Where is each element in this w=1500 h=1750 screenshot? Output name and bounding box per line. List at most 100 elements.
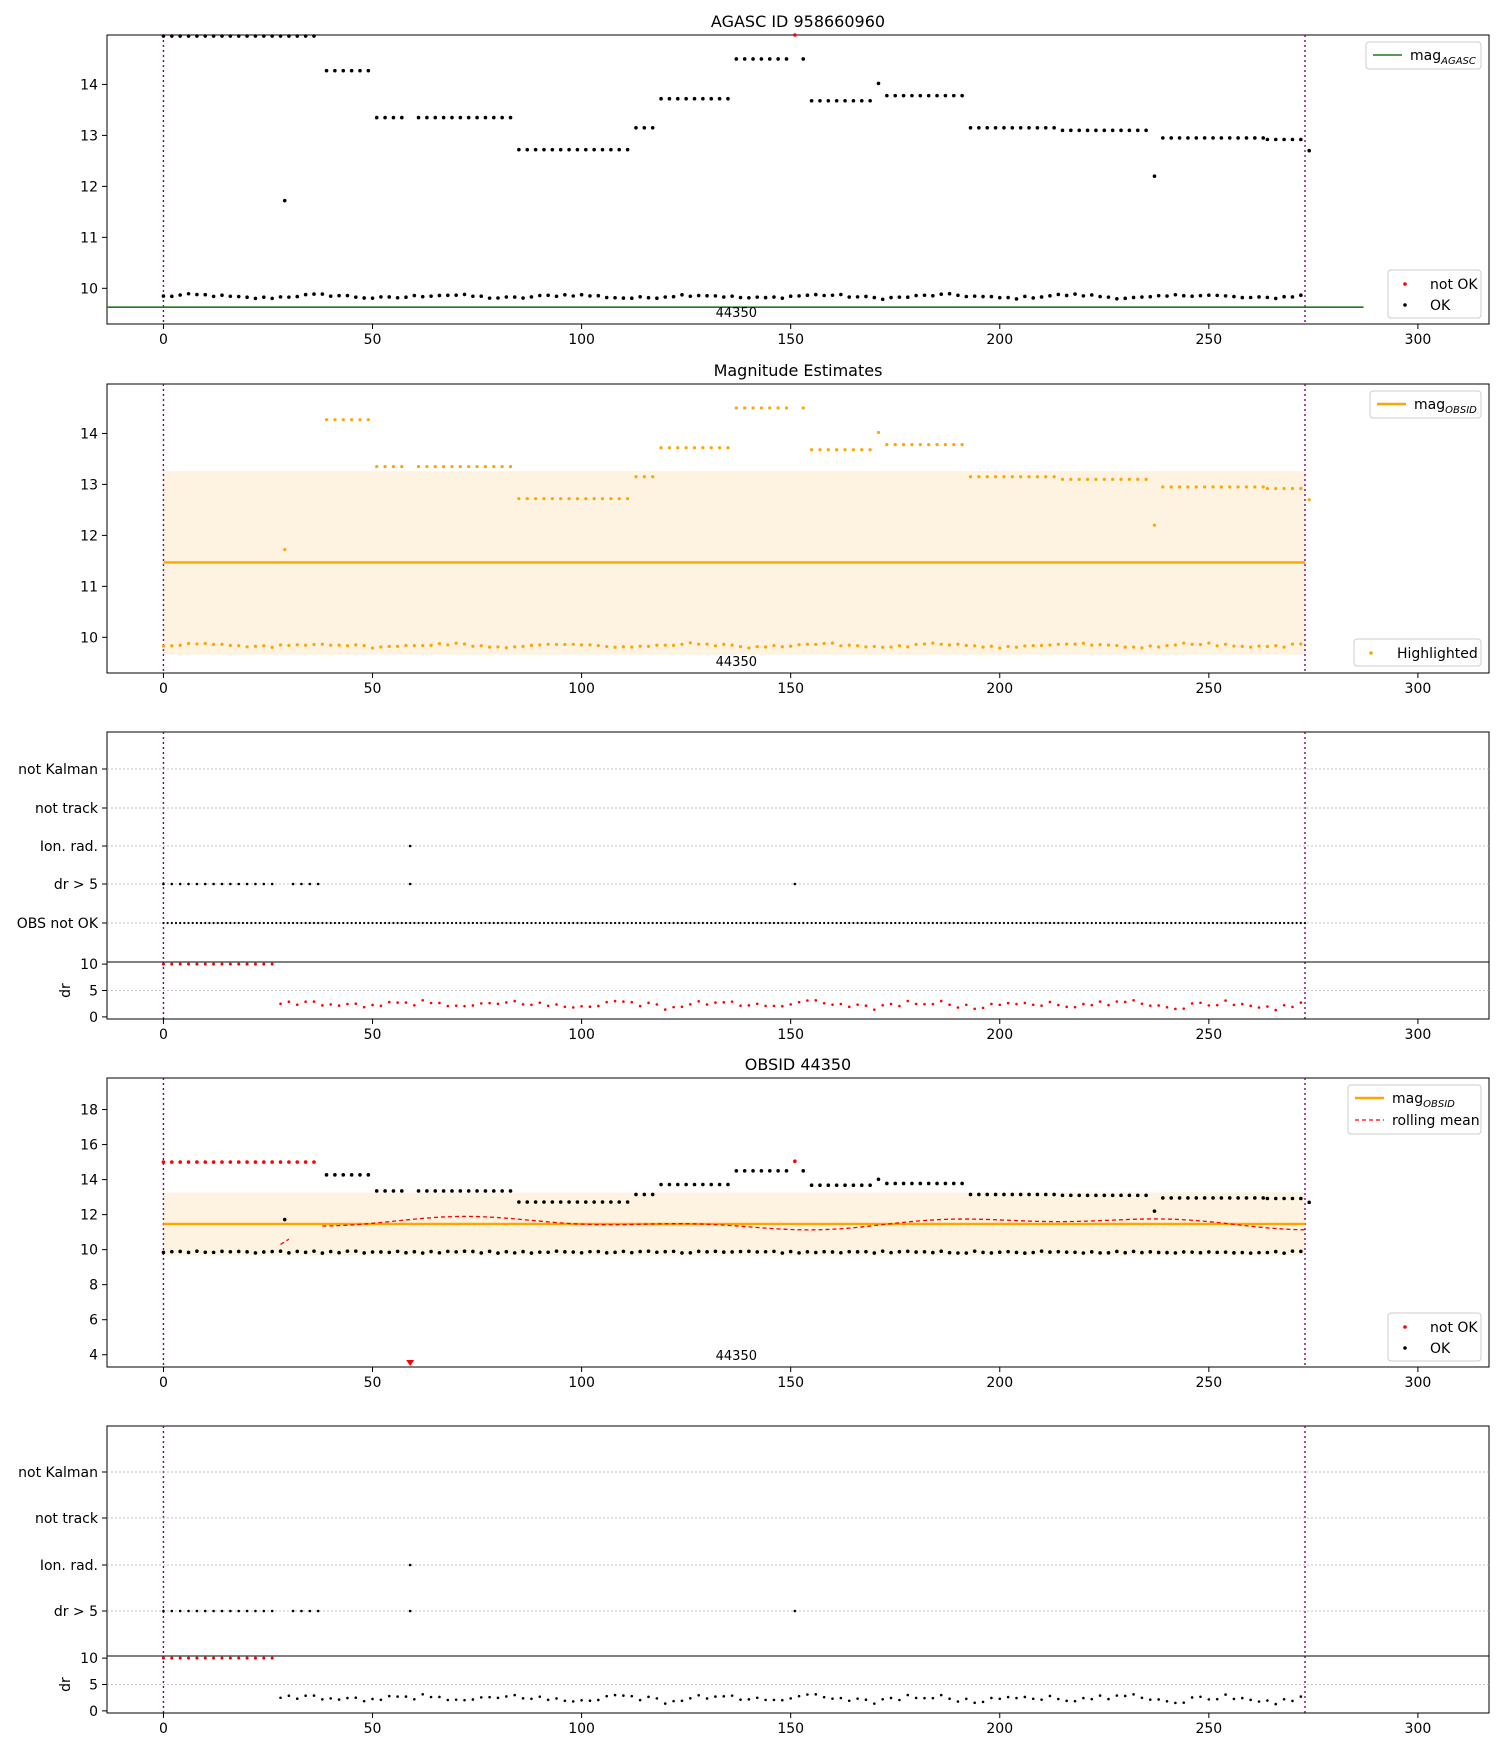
data-point-ok [1223,1250,1228,1254]
data-point-ok [947,291,952,296]
panel-dr-frame [106,961,1490,1020]
data-point-not-ok [203,1160,208,1164]
dr-point [781,1004,784,1008]
data-point-highlighted [253,644,258,648]
x-tick-label: 50 [364,332,382,348]
flag-point [877,921,880,925]
data-point-highlighted [1039,643,1044,648]
flag-point [509,921,512,925]
dr-point [1015,1002,1018,1006]
data-point-ok [1069,128,1073,133]
dr-point [939,1693,943,1697]
data-point-not-ok [278,1160,283,1164]
data-point-highlighted [454,641,458,645]
flag-point [827,921,830,925]
data-point-ok [1010,125,1015,130]
x-tick-label: 300 [1405,1027,1432,1043]
data-point-ok [742,1169,747,1173]
data-point-ok [1227,136,1232,140]
dr-point [463,1004,466,1008]
flag-point [726,921,730,925]
data-point-ok [1106,1251,1111,1255]
data-point-ok [755,295,760,299]
flag-point [166,921,169,925]
data-point-highlighted [462,642,467,646]
data-point-ok [1144,1193,1148,1198]
flag-point [743,921,746,925]
dr-point [446,1004,450,1008]
data-point-ok [692,1182,697,1187]
dr-point [864,1004,868,1008]
dr-point [672,1005,675,1009]
data-point-ok [1186,1196,1190,1200]
data-point-ok [1039,1249,1044,1253]
data-point-ok [567,1200,571,1204]
data-point-ok [1115,296,1119,301]
flag-point [178,1609,182,1613]
legend-hline-sub: OBSID [1445,405,1477,416]
data-point-ok [1273,296,1278,301]
flag-point [1094,921,1098,925]
data-point-highlighted [960,443,964,447]
dr-point [546,1698,550,1702]
dr-point [496,1002,500,1006]
data-point-ok [1018,1192,1023,1197]
flag-point [354,921,357,925]
data-point-highlighted [1186,485,1190,489]
data-point-ok [793,33,797,37]
data-point-ok [1257,295,1261,299]
data-point-highlighted [320,642,324,646]
dr-point [563,1005,567,1009]
data-point-ok [1048,294,1052,298]
flag-point [760,921,763,925]
dr-point [438,1001,441,1005]
data-point-not-ok [793,1159,797,1163]
dr-point [689,1696,692,1700]
flag-point [889,921,893,925]
data-point-highlighted [237,644,241,648]
flag-point [455,921,458,925]
dr-point [161,962,165,966]
data-point-ok [236,1249,241,1254]
data-point-ok [1169,136,1174,140]
flag-point [220,882,224,886]
data-point-ok [1060,128,1065,133]
data-point-ok [588,1249,592,1254]
data-point-highlighted [881,645,885,649]
dr-point [1073,1699,1077,1703]
data-point-ok [1169,1196,1174,1200]
dr-point [831,1003,834,1006]
dr-point [1082,1696,1085,1700]
flag-point [601,921,604,925]
dr-point [295,1003,299,1007]
data-point-highlighted [864,645,868,649]
data-point-ok [801,1169,806,1173]
legend-hline-label: magOBSID [1392,1091,1455,1110]
data-point-highlighted [1244,485,1249,489]
dr-point [605,1000,608,1004]
dr-point [1240,1002,1244,1006]
dr-point [362,1699,366,1703]
dr-point [505,1001,508,1004]
dr-point [998,1697,1002,1701]
data-point-ok [211,34,216,38]
flag-point [1082,921,1085,925]
flag-point [1262,921,1265,925]
data-point-ok [508,1189,513,1193]
data-point-ok [1282,294,1286,299]
data-point-highlighted [1152,523,1157,527]
data-point-ok [362,296,366,300]
dr-point [806,999,809,1002]
data-point-ok [1060,1193,1065,1198]
data-point-ok [370,296,375,300]
data-point-highlighted [671,643,676,647]
dr-point [1098,1694,1102,1697]
data-point-ok [1261,1196,1265,1200]
dr-point [647,1001,650,1005]
flag-point [187,1609,190,1613]
flag-point [1182,921,1185,925]
obsid-label: 44350 [716,306,757,321]
data-point-ok [655,1250,659,1255]
dr-point [479,1696,483,1699]
data-point-ok [1202,136,1207,140]
